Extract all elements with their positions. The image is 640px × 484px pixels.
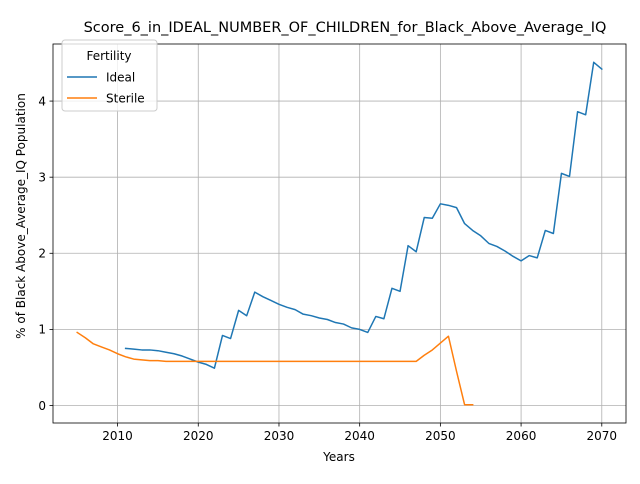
y-tick-label: 2 <box>38 247 46 261</box>
x-tick-label: 2020 <box>183 429 214 443</box>
x-tick-label: 2060 <box>506 429 537 443</box>
x-tick-label: 2040 <box>344 429 375 443</box>
x-tick-label: 2050 <box>425 429 456 443</box>
series-lines <box>76 61 603 406</box>
x-axis-label: Years <box>322 450 355 464</box>
plot-area-frame <box>52 43 627 424</box>
x-tick-label: 2030 <box>264 429 295 443</box>
y-tick-label: 0 <box>38 399 46 413</box>
x-tick-label: 2070 <box>587 429 618 443</box>
chart-title: Score_6_in_IDEAL_NUMBER_OF_CHILDREN_for_… <box>84 20 607 36</box>
legend-label-sterile: Sterile <box>106 92 145 106</box>
y-axis-label: % of Black Above_Average_IQ Population <box>14 93 28 339</box>
series-line-sterile <box>76 331 474 406</box>
legend: Fertility Ideal Sterile <box>61 39 158 112</box>
legend-title: Fertility <box>86 49 131 63</box>
y-tick-label: 3 <box>38 170 46 184</box>
y-tick-label: 1 <box>38 323 46 337</box>
series-line-ideal <box>124 61 603 369</box>
x-tick-label: 2010 <box>102 429 133 443</box>
legend-box <box>61 39 158 112</box>
legend-label-ideal: Ideal <box>106 71 135 85</box>
axis-ticks: 2010 2020 2030 2040 2050 2060 2070 0 1 2 3 4 <box>38 94 617 443</box>
y-tick-label: 4 <box>38 94 46 108</box>
